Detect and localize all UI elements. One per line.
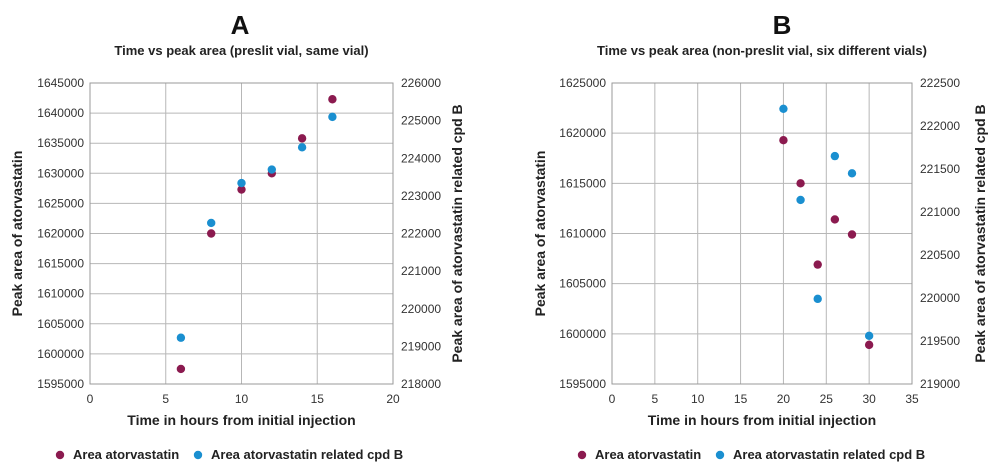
- x-axis-title: Time in hours from initial injection: [648, 412, 876, 428]
- legend: Area atorvastatin Area atorvastatin relat…: [577, 447, 925, 462]
- data-point-atorvastatin: [864, 340, 874, 350]
- chart-panel-a: A Time vs peak area (preslit vial, same v…: [9, 10, 465, 462]
- data-point-cpd-b: [328, 112, 337, 122]
- y-tick-label: 1635000: [37, 136, 84, 150]
- y2-tick-label: 224000: [401, 151, 441, 165]
- x-tick-label: 5: [652, 392, 659, 406]
- data-point-cpd-b: [830, 151, 840, 161]
- legend-marker: [715, 450, 725, 460]
- legend-label: Area atorvastatin: [595, 447, 701, 462]
- y-tick-label: 1605000: [37, 317, 84, 331]
- y2-tick-label: 221500: [920, 162, 960, 176]
- x-tick-label: 5: [162, 392, 169, 406]
- x-tick-label: 20: [777, 392, 791, 406]
- x-tick-label: 10: [235, 392, 249, 406]
- y2-tick-label: 221000: [920, 205, 960, 219]
- legend-marker: [577, 450, 587, 460]
- y-tick-label: 1600000: [37, 347, 84, 361]
- data-point-atorvastatin: [847, 230, 857, 239]
- y-tick-label: 1620000: [559, 126, 606, 140]
- y2-tick-label: 219000: [401, 339, 441, 353]
- y-tick-label: 1610000: [559, 227, 606, 241]
- x-tick-label: 0: [609, 392, 616, 406]
- data-point-cpd-b: [864, 331, 874, 341]
- plot-area: [611, 82, 913, 385]
- legend-label: Area atorvastatin related cpd B: [211, 447, 403, 462]
- legend: Area atorvastatin Area atorvastatin relat…: [55, 447, 403, 462]
- y-tick-label: 1645000: [37, 76, 84, 90]
- y-tick-label: 1605000: [559, 277, 606, 291]
- y-tick-label: 1630000: [37, 166, 84, 180]
- y2-tick-label: 219500: [920, 334, 960, 348]
- y-tick-label: 1640000: [37, 106, 84, 120]
- y-tick-label: 1610000: [37, 287, 84, 301]
- y-tick-label: 1625000: [559, 76, 606, 90]
- y2-axis-title: Peak area of atorvastatin related cpd B: [449, 104, 465, 362]
- y-tick-label: 1625000: [37, 196, 84, 210]
- data-point-atorvastatin: [176, 364, 186, 374]
- y2-tick-label: 222500: [920, 76, 960, 90]
- y2-tick-label: 226000: [401, 76, 441, 90]
- data-point-cpd-b: [796, 195, 805, 205]
- y2-tick-label: 219000: [920, 377, 960, 391]
- y-tick-label: 1615000: [37, 257, 84, 271]
- y2-tick-label: 220000: [920, 291, 960, 305]
- data-point-cpd-b: [297, 143, 307, 152]
- legend-marker: [193, 450, 203, 460]
- data-point-atorvastatin: [328, 95, 337, 104]
- y2-axis-title: Peak area of atorvastatin related cpd B: [972, 104, 988, 362]
- panel-label: B: [773, 10, 792, 40]
- y-tick-label: 1620000: [37, 227, 84, 241]
- legend-label: Area atorvastatin: [73, 447, 179, 462]
- data-point-atorvastatin: [830, 215, 840, 224]
- data-point-cpd-b: [176, 333, 186, 342]
- legend-label: Area atorvastatin related cpd B: [733, 447, 925, 462]
- y-tick-label: 1615000: [559, 176, 606, 190]
- y-tick-label: 1595000: [559, 377, 606, 391]
- chart-title: Time vs peak area (preslit vial, same vi…: [114, 43, 368, 58]
- y2-tick-label: 223000: [401, 189, 441, 203]
- x-tick-label: 15: [311, 392, 325, 406]
- data-point-cpd-b: [207, 218, 216, 228]
- y-axis-title: Peak area of atorvastatin: [532, 151, 548, 317]
- chart-panel-b: B Time vs peak area (non-preslit vial, si…: [532, 10, 988, 462]
- x-tick-label: 35: [905, 392, 919, 406]
- x-tick-label: 15: [734, 392, 748, 406]
- data-point-atorvastatin: [297, 134, 307, 143]
- data-point-cpd-b: [779, 104, 788, 114]
- x-tick-label: 30: [862, 392, 876, 406]
- data-point-atorvastatin: [779, 135, 788, 145]
- data-point-cpd-b: [237, 178, 246, 188]
- y2-tick-label: 221000: [401, 264, 441, 278]
- y2-tick-label: 225000: [401, 114, 441, 128]
- y2-tick-label: 222000: [401, 227, 441, 241]
- legend-marker: [55, 450, 65, 460]
- data-point-cpd-b: [847, 169, 857, 178]
- x-tick-label: 10: [691, 392, 705, 406]
- data-point-cpd-b: [267, 165, 276, 174]
- chart-title: Time vs peak area (non-preslit vial, six…: [597, 43, 927, 58]
- x-tick-label: 0: [87, 392, 94, 406]
- data-point-cpd-b: [813, 294, 822, 304]
- y-tick-label: 1595000: [37, 377, 84, 391]
- data-point-atorvastatin: [796, 179, 805, 188]
- x-tick-label: 20: [386, 392, 400, 406]
- data-point-atorvastatin: [237, 185, 246, 194]
- y-tick-label: 1600000: [559, 327, 606, 341]
- data-point-atorvastatin: [207, 229, 216, 238]
- y2-tick-label: 220500: [920, 248, 960, 262]
- y2-tick-label: 218000: [401, 377, 441, 391]
- y2-tick-label: 220000: [401, 302, 441, 316]
- x-tick-label: 25: [820, 392, 834, 406]
- plot-area: [89, 82, 394, 385]
- y2-tick-label: 222000: [920, 119, 960, 133]
- x-axis-title: Time in hours from initial injection: [127, 412, 355, 428]
- panel-label: A: [231, 10, 250, 40]
- data-point-atorvastatin: [813, 260, 822, 269]
- y-axis-title: Peak area of atorvastatin: [9, 151, 25, 317]
